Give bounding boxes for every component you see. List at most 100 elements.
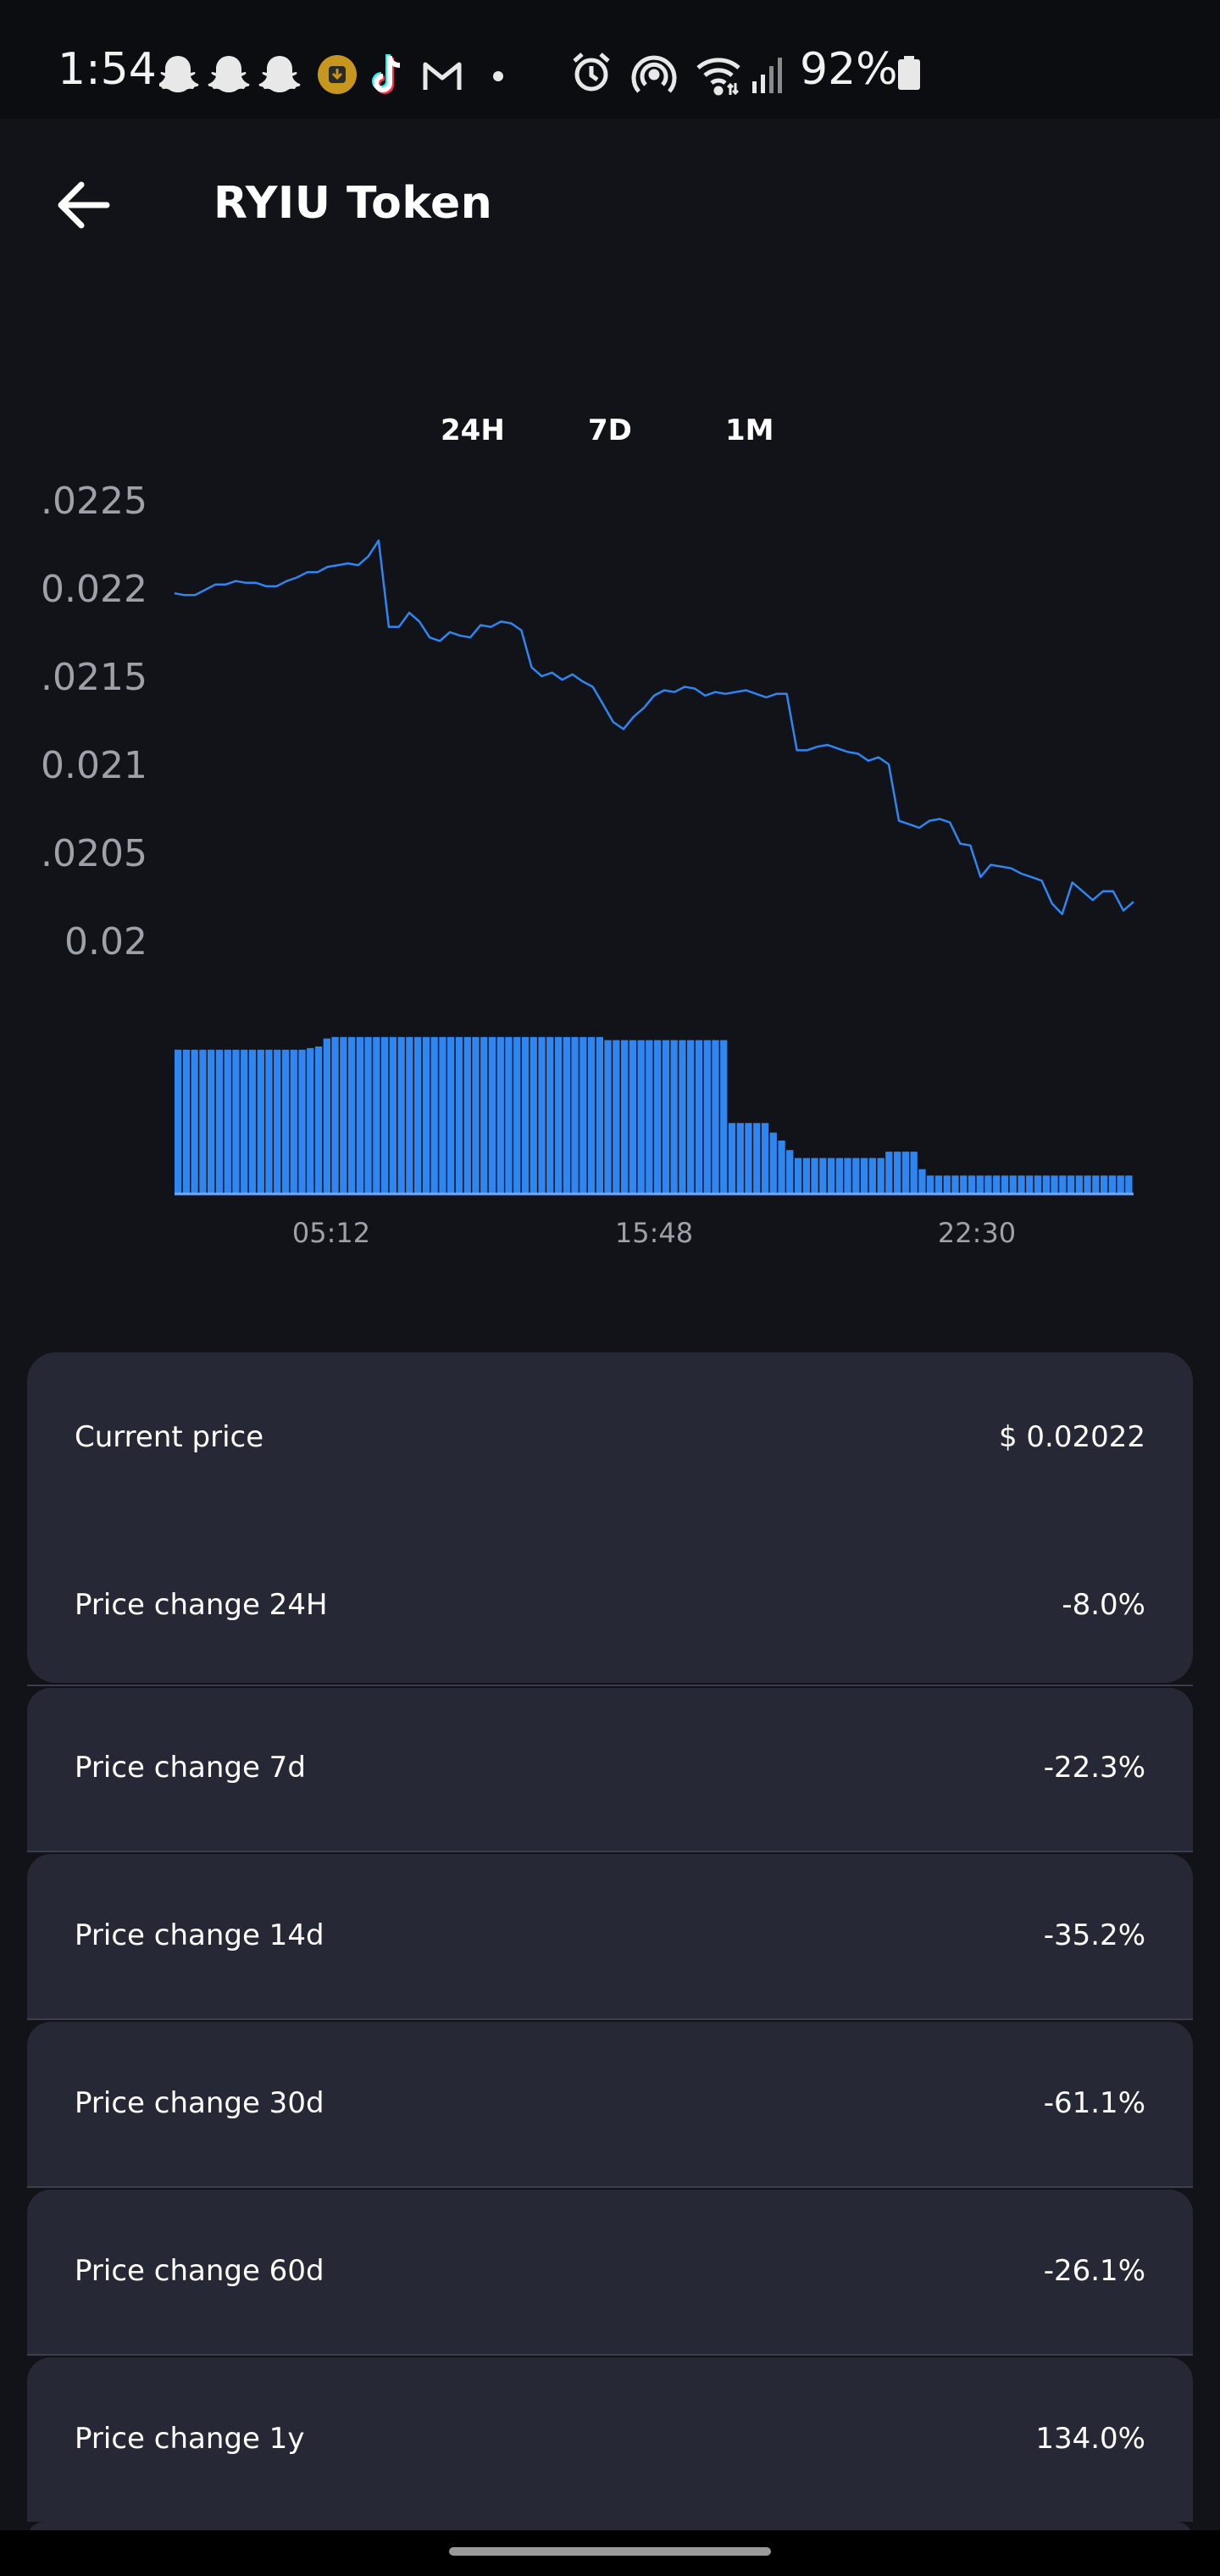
battery-icon (898, 56, 920, 90)
volume-bar (414, 1036, 422, 1193)
volume-bar (621, 1040, 629, 1193)
volume-bar (290, 1049, 297, 1193)
price-change-7d-value: -22.3% (1043, 1751, 1145, 1785)
stat-row-1y: Price change 1y 134.0% (27, 2357, 1193, 2522)
volume-bar (314, 1046, 323, 1193)
back-button[interactable] (51, 175, 119, 236)
volume-bar (827, 1158, 835, 1193)
y-tick-label: .0225 (41, 480, 147, 523)
tab-7d[interactable]: 7D (588, 414, 632, 447)
volume-bar (927, 1175, 934, 1193)
price-change-14d-label: Price change 14d (75, 1918, 324, 1952)
signal-icon (752, 58, 782, 93)
volume-bar (546, 1036, 554, 1193)
volume-bar (538, 1036, 546, 1193)
page-title: RYIU Token (214, 178, 493, 229)
volume-bar (281, 1049, 290, 1193)
volume-bar (910, 1152, 918, 1193)
volume-bar (182, 1049, 191, 1193)
volume-bar (381, 1036, 389, 1193)
volume-bar (373, 1036, 380, 1193)
volume-bar (968, 1175, 976, 1193)
notification-icons (159, 54, 503, 94)
navigation-bar (0, 2530, 1220, 2576)
volume-bar (397, 1036, 405, 1193)
volume-bar (463, 1036, 471, 1193)
volume-bar (861, 1158, 868, 1193)
volume-bar (1108, 1175, 1116, 1193)
volume-bar (488, 1036, 496, 1193)
volume-bar (794, 1158, 802, 1193)
divider (27, 1685, 1193, 1686)
volume-bar (943, 1175, 951, 1193)
wifi-icon (696, 58, 740, 96)
volume-bar (679, 1040, 686, 1193)
volume-bar (455, 1036, 463, 1193)
price-change-1y-label: Price change 1y (75, 2422, 305, 2456)
volume-bar (596, 1036, 603, 1193)
volume-bar (248, 1049, 257, 1193)
volume-bar (852, 1158, 860, 1193)
tab-1m[interactable]: 1M (725, 414, 774, 447)
volume-bar (819, 1158, 827, 1193)
volume-bar (877, 1158, 884, 1193)
volume-bar (835, 1158, 843, 1193)
volume-bar (802, 1158, 810, 1193)
volume-bar (265, 1049, 273, 1193)
volume-bar (191, 1049, 198, 1193)
price-change-1y-value: 134.0% (1035, 2422, 1145, 2456)
price-chart: .0225 0.022 .0215 0.021 .0205 0.02 05:12 15:48 2… (41, 480, 1134, 1249)
x-tick-label: 22:30 (938, 1217, 1016, 1249)
price-change-60d-value: -26.1% (1043, 2254, 1145, 2288)
volume-bar (323, 1038, 330, 1193)
volume-bar (241, 1049, 248, 1193)
volume-bar (389, 1036, 396, 1193)
divider (27, 2018, 1193, 2020)
volume-bar (571, 1036, 579, 1193)
volume-bar (422, 1036, 430, 1193)
home-pill[interactable] (449, 2547, 771, 2556)
download-icon (318, 55, 357, 94)
volume-bar (654, 1040, 662, 1193)
price-change-7d-label: Price change 7d (75, 1751, 306, 1785)
volume-bar (232, 1049, 240, 1193)
volume-bar (347, 1036, 356, 1193)
volume-bar (530, 1036, 537, 1193)
volume-bar (811, 1158, 818, 1193)
stat-row-7d: Price change 7d -22.3% (27, 1688, 1193, 1851)
volume-bar (447, 1036, 455, 1193)
volume-bar (753, 1123, 761, 1193)
volume-bar (1075, 1175, 1083, 1193)
volume-bar (662, 1040, 670, 1193)
volume-bar (629, 1040, 636, 1193)
volume-bar (786, 1150, 794, 1193)
volume-bar (901, 1152, 910, 1193)
volume-bar (885, 1152, 893, 1193)
tab-24h[interactable]: 24H (441, 414, 505, 447)
gmail-icon (423, 62, 462, 90)
price-change-24h-label: Price change 24H (75, 1588, 328, 1622)
volume-bar (745, 1123, 752, 1193)
stat-row-14d: Price change 14d -35.2% (27, 1854, 1193, 2018)
volume-bar (513, 1036, 521, 1193)
volume-bar (1117, 1175, 1124, 1193)
volume-bar (175, 1049, 182, 1193)
volume-bar (224, 1049, 231, 1193)
status-bar: 1:54 (0, 0, 1220, 119)
snapchat-icon (159, 56, 199, 92)
snapchat-icon (258, 56, 301, 92)
arrow-left-icon (58, 181, 110, 229)
volume-bar (778, 1141, 785, 1193)
volume-bar (331, 1036, 339, 1193)
snapchat-icon (208, 56, 250, 92)
volume-bar (364, 1036, 372, 1193)
x-tick-label: 05:12 (292, 1217, 370, 1249)
volume-bar (844, 1158, 851, 1193)
stat-row-30d: Price change 30d -61.1% (27, 2022, 1193, 2186)
volume-bar (563, 1036, 570, 1193)
volume-bar (951, 1175, 959, 1193)
divider (27, 1851, 1193, 1852)
volume-bar (1001, 1175, 1009, 1193)
volume-bar (918, 1169, 926, 1193)
